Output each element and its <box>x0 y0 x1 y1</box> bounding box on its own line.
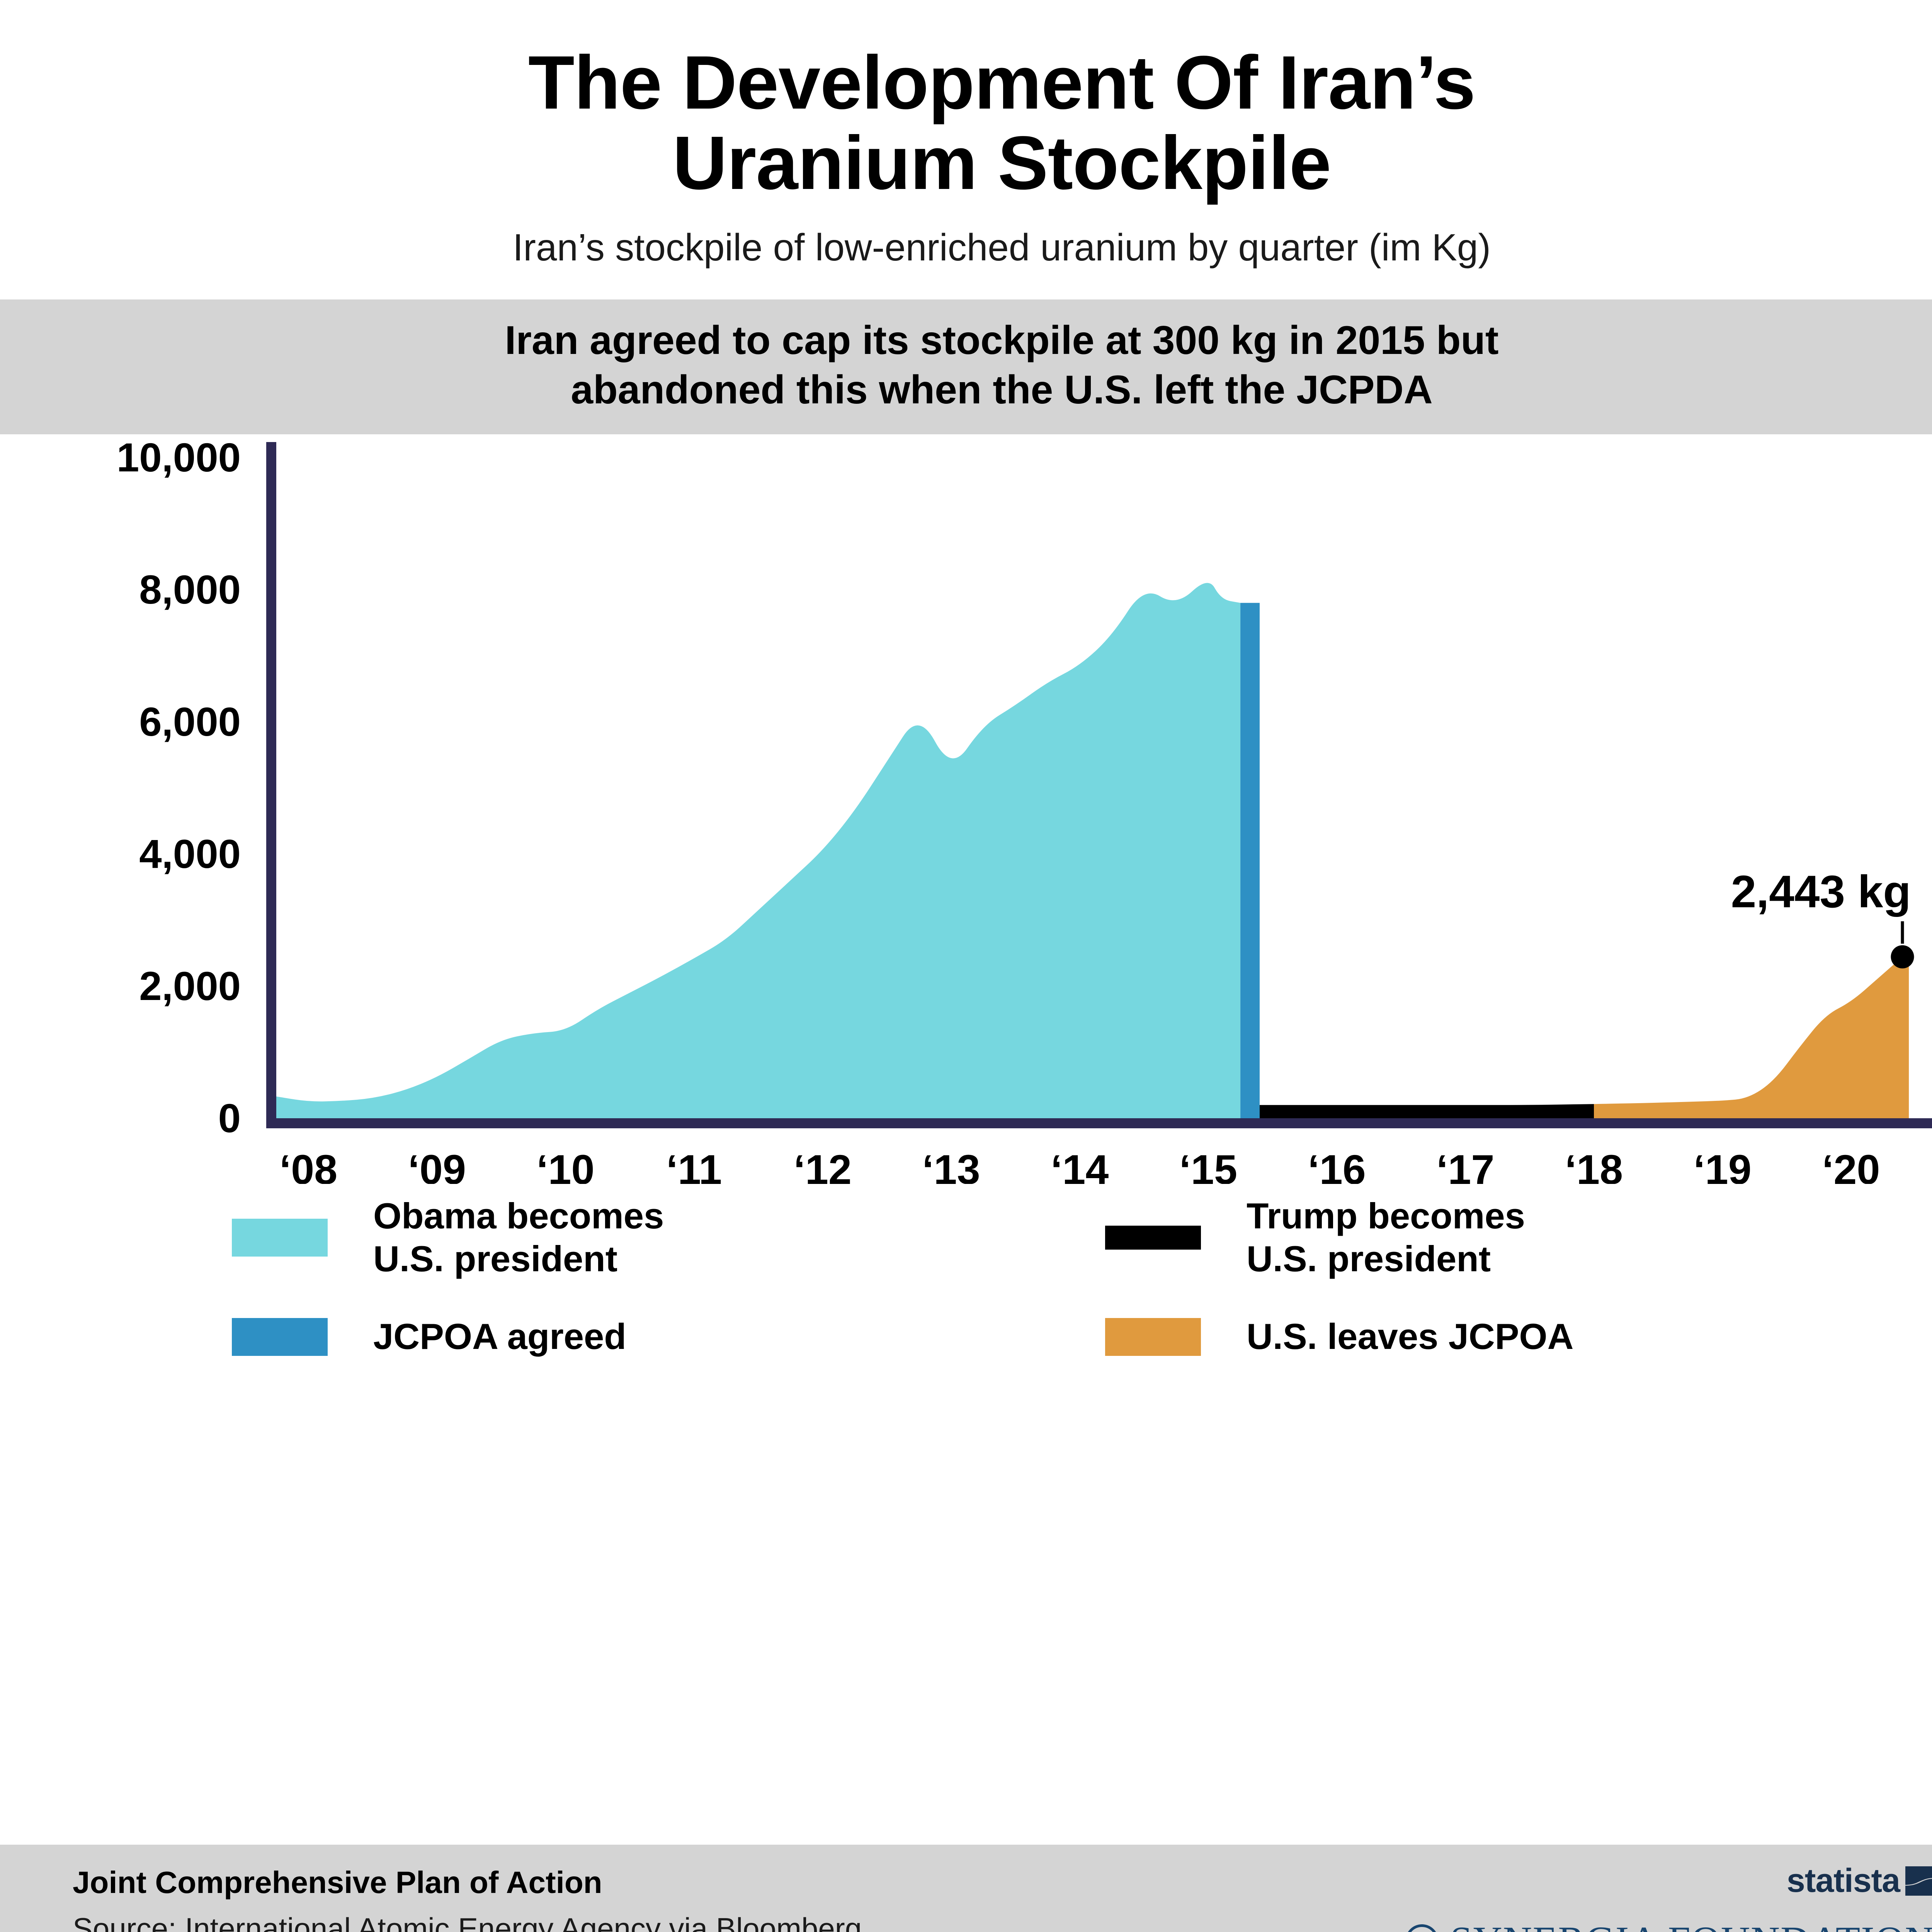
legend-item-jcpoa-agreed[interactable]: JCPOA agreed <box>232 1315 626 1358</box>
x-axis-line <box>266 1118 1932 1129</box>
x-axis-tick-label: ‘10 <box>536 1146 594 1184</box>
legend-label-us-leaves-jcpoa: U.S. leaves JCPOA <box>1247 1316 1574 1357</box>
statista-wordmark: statista <box>1786 1862 1900 1899</box>
x-axis-tick-label: ‘18 <box>1565 1146 1623 1184</box>
legend-item-us-leaves-jcpoa[interactable]: U.S. leaves JCPOA <box>1105 1315 1573 1358</box>
area-series-jcpoa-agreed <box>1240 603 1260 1119</box>
header: The Development Of Iran’s Uranium Stockp… <box>0 0 1932 269</box>
chart-region: 0 2,000 4,000 6,000 8,000 10,000 ‘08 ‘09 ‘10 ‘11 ‘… <box>0 434 1932 1184</box>
footer: Joint Comprehensive Plan of Action Sourc… <box>0 1845 1932 1932</box>
callout-banner: Iran agreed to cap its stockpile at 300 … <box>0 299 1932 435</box>
y-axis-tick-label: 4,000 <box>139 832 241 877</box>
statista-logo: statista <box>1787 1862 1932 1900</box>
x-axis-tick-label: ‘13 <box>922 1146 980 1184</box>
callout-text: Iran agreed to cap its stockpile at 300 … <box>505 318 1499 413</box>
legend-swatch-obama <box>232 1219 328 1257</box>
x-axis-tick-label: ‘20 <box>1822 1146 1880 1184</box>
legend-swatch-trump <box>1105 1226 1201 1250</box>
page-title: The Development Of Iran’s Uranium Stockp… <box>528 40 1476 205</box>
footer-note: Joint Comprehensive Plan of Action <box>73 1865 602 1900</box>
y-axis-line <box>266 442 276 1129</box>
x-axis-tick-label: ‘09 <box>408 1146 466 1184</box>
y-axis-tick-label: 0 <box>218 1096 241 1141</box>
x-axis-tick-label: ‘08 <box>279 1146 337 1184</box>
x-axis-tick-label: ‘16 <box>1308 1146 1366 1184</box>
y-axis-tick-label: 6,000 <box>139 699 241 745</box>
legend-swatch-us-leaves-jcpoa <box>1105 1318 1201 1356</box>
x-axis-tick-label: ‘11 <box>666 1146 722 1184</box>
y-axis-tick-label: 2,000 <box>139 964 241 1009</box>
legend-item-obama[interactable]: Obama becomes U.S. president <box>232 1195 664 1281</box>
legend-item-trump[interactable]: Trump becomes U.S. president <box>1105 1195 1525 1281</box>
y-axis-tick-label: 8,000 <box>139 567 241 612</box>
x-axis-tick-label: ‘14 <box>1051 1146 1109 1184</box>
area-series-obama-becomes-u-s-president <box>276 583 1241 1119</box>
synergia-foundation-logo: S SYNERGIA FOUNDATION <box>1405 1918 1932 1932</box>
data-point-marker <box>1891 945 1914 969</box>
x-axis-tick-label: ‘12 <box>794 1146 852 1184</box>
footer-text-block: Joint Comprehensive Plan of Action Sourc… <box>73 1865 862 1932</box>
statista-swoosh-icon <box>1905 1866 1932 1896</box>
x-axis-tick-label: ‘19 <box>1694 1146 1752 1184</box>
area-series-trump-becomes-u-s-president <box>1260 1104 1594 1119</box>
legend-label-jcpoa-agreed: JCPOA agreed <box>373 1316 626 1357</box>
area-chart: 0 2,000 4,000 6,000 8,000 10,000 ‘08 ‘09 ‘10 ‘11 ‘… <box>117 435 1932 1184</box>
value-annotation-label: 2,443 kg <box>1731 867 1911 918</box>
synergia-circle-s-icon: S <box>1405 1924 1439 1932</box>
footer-source: Source: International Atomic Energy Agen… <box>73 1912 862 1932</box>
legend-label-trump: Trump becomes U.S. president <box>1247 1196 1525 1279</box>
legend-swatch-jcpoa-agreed <box>232 1318 328 1356</box>
chart-legend: Obama becomes U.S. president Trump becom… <box>0 1188 1932 1389</box>
x-axis-tick-label: ‘17 <box>1436 1146 1494 1184</box>
synergia-wordmark: SYNERGIA FOUNDATION <box>1450 1918 1932 1932</box>
legend-label-obama: Obama becomes U.S. president <box>373 1196 664 1279</box>
area-series-u-s-leaves-jcpoa <box>1594 957 1909 1119</box>
y-axis-tick-label: 10,000 <box>117 435 241 480</box>
page-subtitle: Iran’s stockpile of low-enriched uranium… <box>513 226 1491 269</box>
x-axis-tick-label: ‘15 <box>1179 1146 1237 1184</box>
